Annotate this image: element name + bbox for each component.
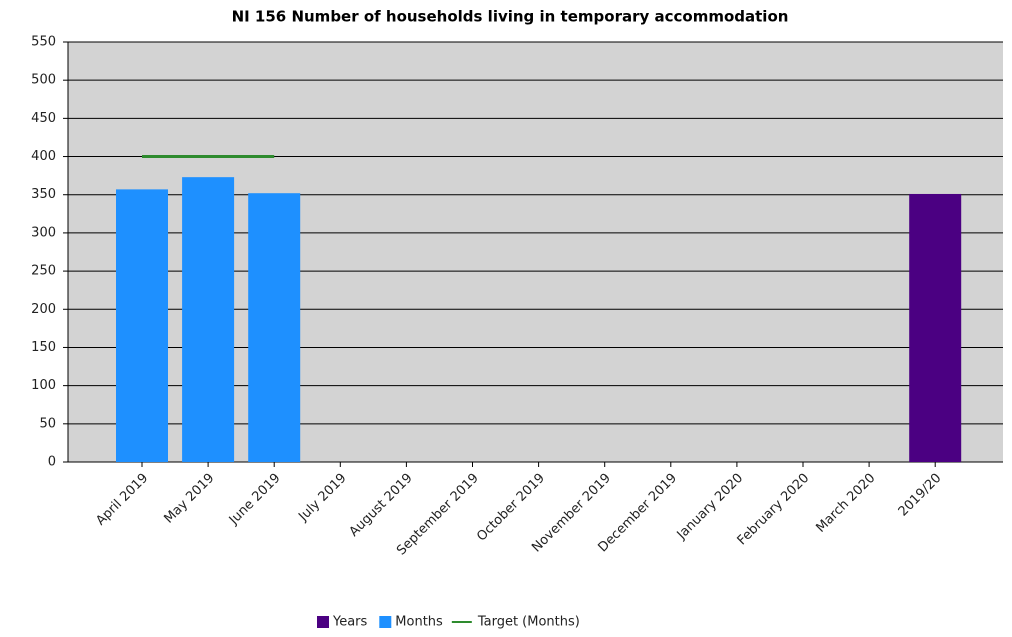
legend-swatch: [317, 616, 329, 628]
y-tick-label: 400: [31, 149, 56, 164]
y-tick-label: 150: [31, 340, 56, 355]
bar: [909, 193, 962, 463]
legend-label: Target (Months): [477, 615, 580, 630]
x-tick-label: October 2019: [474, 471, 548, 545]
chart-title: NI 156 Number of households living in te…: [232, 8, 789, 26]
x-tick-label: February 2020: [735, 471, 813, 549]
x-tick-label: May 2019: [161, 471, 217, 527]
x-tick-label: January 2020: [674, 471, 746, 543]
legend-label: Months: [395, 615, 443, 630]
bar: [248, 193, 301, 462]
y-tick-label: 450: [31, 111, 56, 126]
x-tick-label: March 2020: [813, 471, 878, 536]
y-tick-label: 200: [31, 302, 56, 317]
y-tick-label: 500: [31, 73, 56, 88]
y-tick-label: 550: [31, 35, 56, 50]
y-tick-label: 250: [31, 264, 56, 279]
x-tick-label: April 2019: [93, 471, 151, 529]
legend-swatch: [379, 616, 392, 628]
bar: [182, 177, 235, 462]
x-tick-label: June 2019: [226, 471, 284, 529]
x-tick-label: August 2019: [347, 471, 416, 540]
y-tick-label: 300: [31, 225, 56, 240]
y-tick-label: 0: [48, 455, 56, 470]
y-tick-label: 350: [31, 187, 56, 202]
y-tick-label: 100: [31, 378, 56, 393]
bar: [116, 189, 168, 462]
x-tick-label: 2019/20: [896, 471, 945, 520]
legend-label: Years: [332, 615, 368, 630]
y-tick-label: 50: [39, 416, 56, 431]
x-tick-label: July 2019: [295, 471, 349, 525]
